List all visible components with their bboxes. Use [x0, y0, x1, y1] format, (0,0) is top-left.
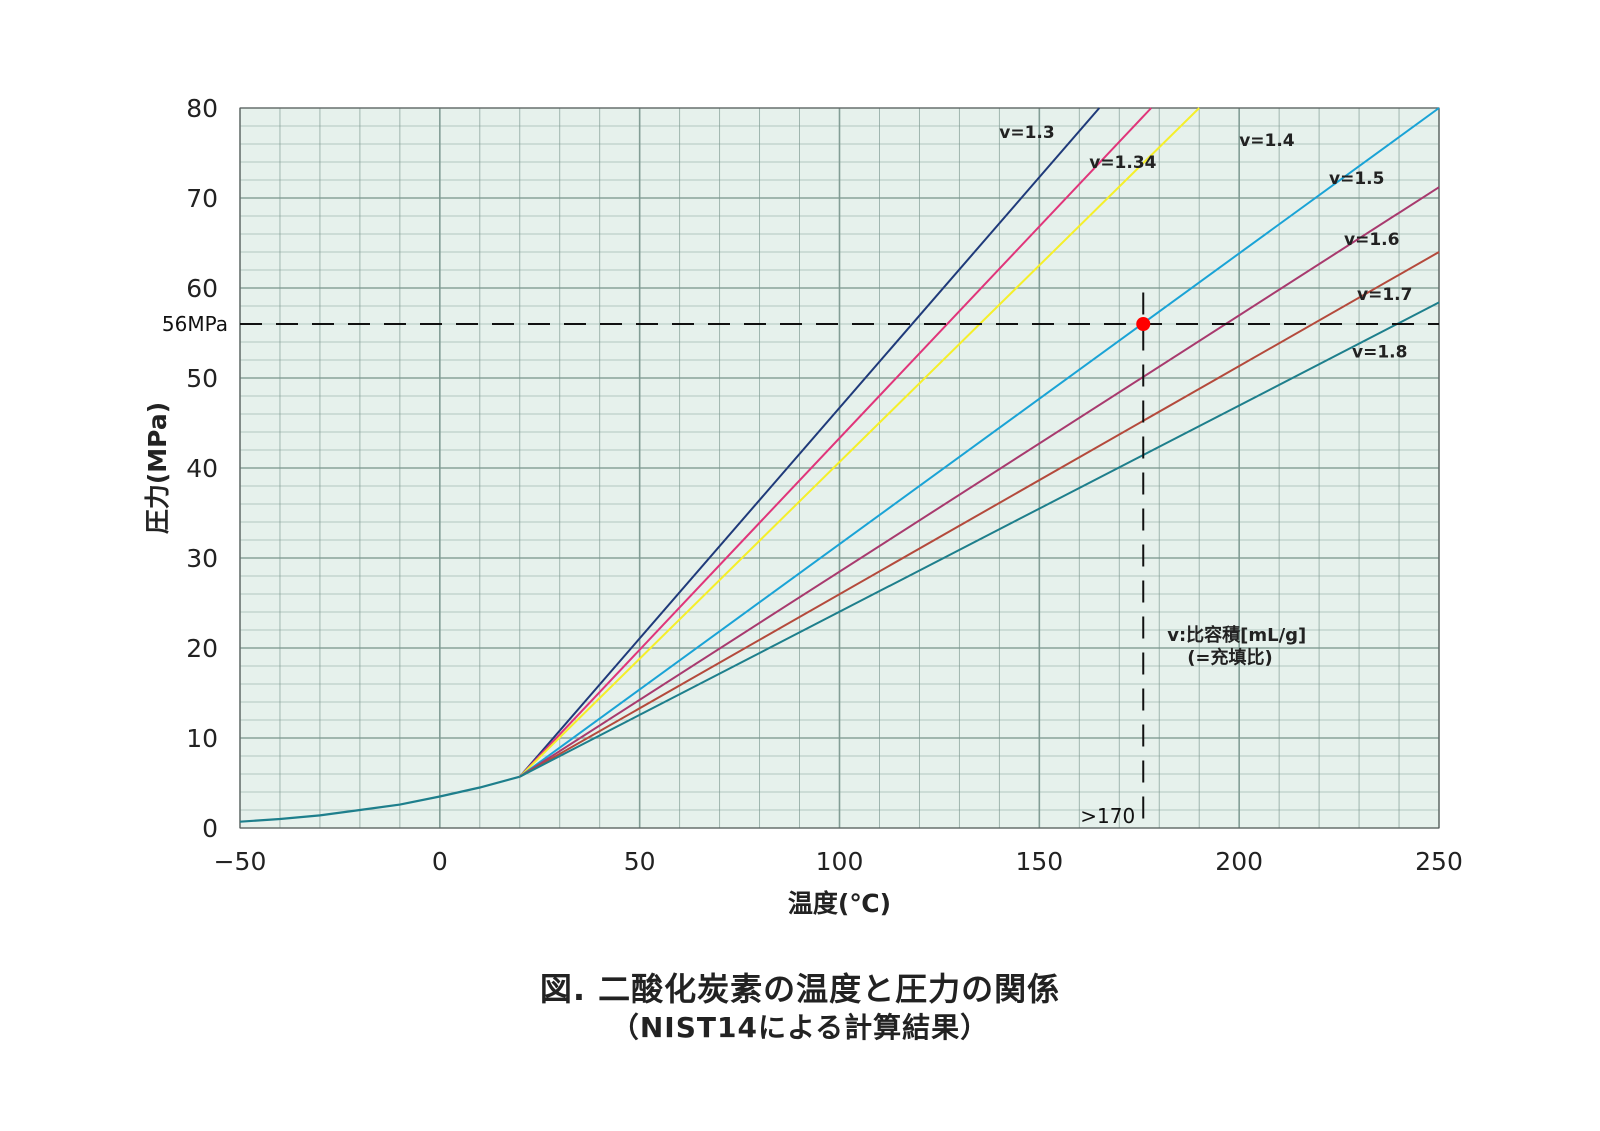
series-line-v=1.4: [519, 107, 1200, 778]
y-tick-labels: 0 10 20 30 40 50 60 70 80: [186, 94, 218, 843]
y-tick-label: 20: [186, 634, 218, 663]
series-line-v=1.8: [519, 301, 1440, 778]
y-tick-label: 60: [186, 274, 218, 303]
series-line-v=1.3: [519, 107, 1101, 778]
series-line-v=1.5: [519, 107, 1440, 778]
x-tick-label: 0: [432, 847, 448, 876]
y-tick-label: 50: [186, 364, 218, 393]
x-tick-label: −50: [214, 847, 267, 876]
saturation-curve: [239, 775, 521, 823]
highlight-point: [1136, 317, 1151, 331]
series-label: v=1.3: [999, 123, 1054, 143]
x-tick-label: 100: [816, 847, 864, 876]
reference-y-label: 56MPa: [162, 312, 228, 336]
series-line-v=1.34: [519, 107, 1152, 778]
series-line-v=1.6: [519, 186, 1440, 778]
reference-x-label: >170: [1080, 804, 1135, 828]
series-label: v=1.34: [1089, 153, 1156, 173]
y-tick-label: 30: [186, 544, 218, 573]
x-tick-labels: −50 0 50 100 150 200 250: [214, 847, 1463, 876]
series-label: v=1.5: [1329, 169, 1384, 189]
plot-frame: [239, 107, 1440, 829]
x-tick-label: 50: [624, 847, 656, 876]
series-label: v=1.7: [1357, 285, 1412, 305]
y-tick-label: 70: [186, 184, 218, 213]
x-axis-title: 温度(℃): [788, 889, 891, 918]
y-tick-label: 0: [202, 814, 218, 843]
x-tick-label: 250: [1415, 847, 1463, 876]
series-line-v=1.7: [519, 251, 1440, 778]
figure-caption-subtitle: （NIST14による計算結果）: [610, 1011, 990, 1044]
y-tick-label: 10: [186, 724, 218, 753]
series-lines: [519, 107, 1440, 778]
series-label: v=1.8: [1352, 342, 1407, 362]
x-tick-label: 150: [1015, 847, 1063, 876]
legend-note-line2: (=充填比): [1187, 646, 1273, 668]
y-tick-label: 40: [186, 454, 218, 483]
x-tick-label: 200: [1215, 847, 1263, 876]
series-label: v=1.4: [1239, 131, 1295, 151]
series-label: v=1.6: [1344, 230, 1399, 250]
series-labels: v=1.3 v=1.34 v=1.4 v=1.5 v=1.6 v=1.7 v=1.8: [999, 123, 1412, 362]
y-axis-title: 圧力(MPa): [143, 402, 172, 534]
y-tick-label: 80: [186, 94, 218, 123]
figure-caption-title: 図. 二酸化炭素の温度と圧力の関係: [539, 970, 1061, 1008]
legend-note-line1: v:比容積[mL/g]: [1167, 624, 1306, 646]
